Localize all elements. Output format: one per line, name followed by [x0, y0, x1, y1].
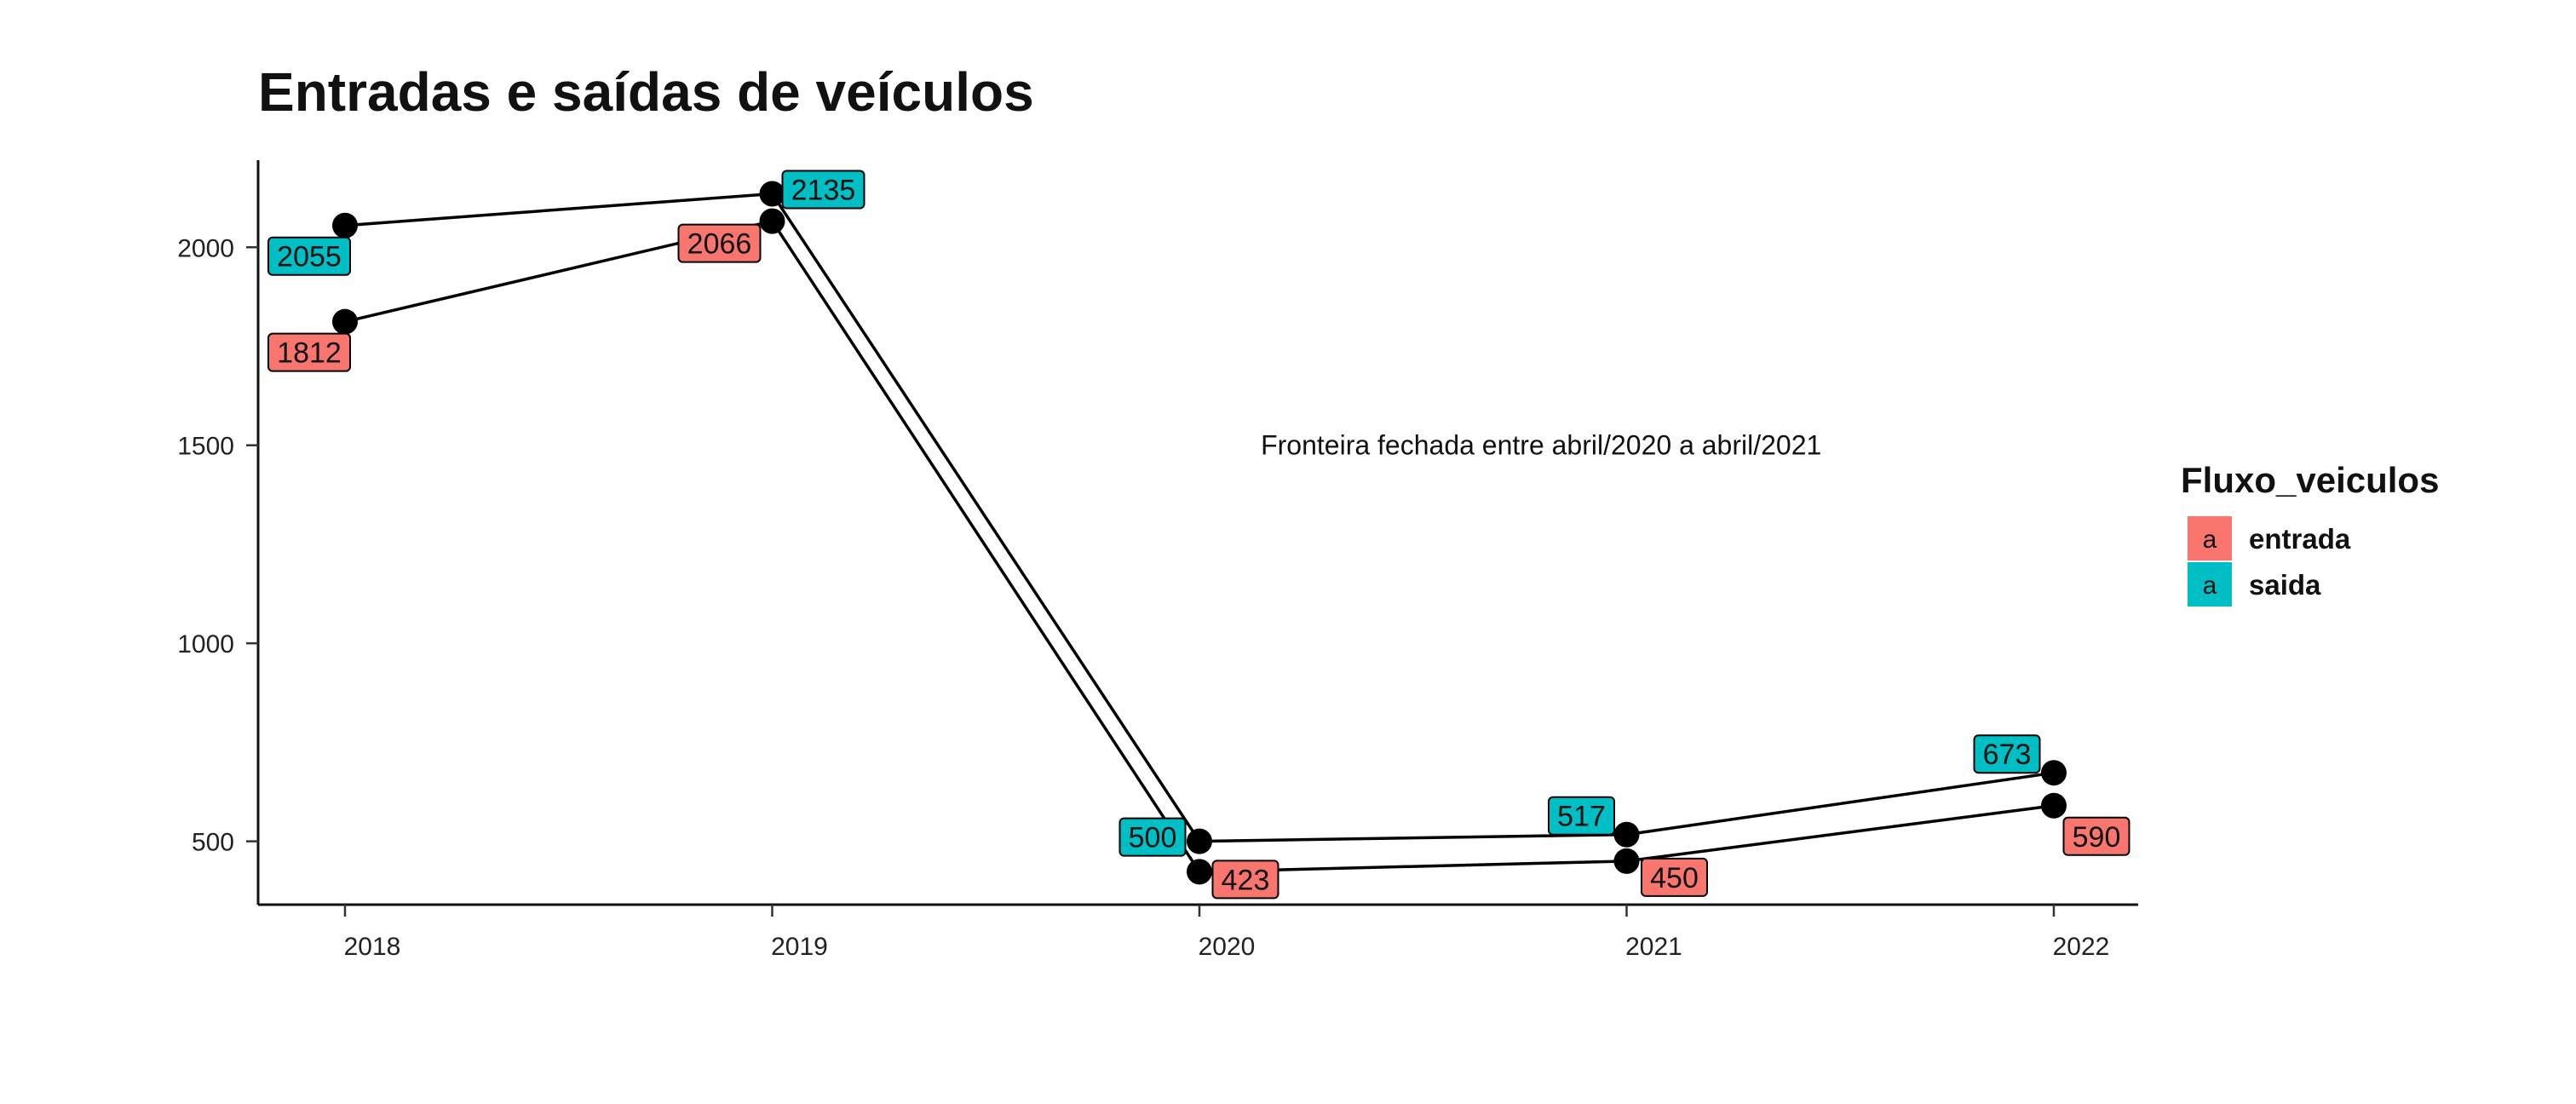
legend-label: entrada: [2249, 523, 2351, 555]
data-point-saida: [1613, 821, 1640, 848]
x-tick-label: 2019: [771, 933, 828, 961]
axes: 500 1000 1500 2000 2018 2019 2020 2021 2022: [177, 160, 2138, 961]
data-label-saida: 517: [1548, 796, 1615, 836]
y-tick-label: 1000: [177, 630, 234, 658]
series-line-entrada: [344, 219, 2055, 874]
data-label-value: 423: [1222, 864, 1270, 896]
data-point-saida: [2041, 760, 2067, 786]
annotation-text: Fronteira fechada entre abril/2020 a abr…: [1261, 430, 1821, 461]
data-label-saida: 500: [1118, 817, 1187, 857]
data-point-saida: [759, 181, 785, 207]
chart-title: Entradas e saídas de veículos: [258, 61, 1034, 123]
y-tick-label: 500: [192, 829, 234, 857]
data-point-entrada: [332, 308, 358, 335]
x-tick-label: 2022: [2053, 933, 2110, 961]
legend-label: saida: [2249, 569, 2321, 601]
data-label-box: [1641, 857, 1708, 897]
x-tick-label: 2021: [1625, 933, 1682, 961]
series-lines: [344, 192, 2055, 874]
data-label-value: 517: [1557, 801, 1606, 833]
data-label-value: 450: [1650, 862, 1699, 894]
data-label-value: 673: [1983, 739, 2032, 771]
legend-key-glyph: a: [2203, 526, 2217, 554]
legend-title: Fluxo_veiculos: [2181, 460, 2439, 500]
data-label-value: 2055: [277, 241, 342, 273]
data-label-box: [1118, 817, 1187, 857]
data-label-entrada: 2066: [677, 223, 762, 263]
data-label-entrada: 423: [1211, 860, 1279, 900]
data-label-entrada: 590: [2062, 816, 2130, 856]
legend-item-saida: a saida: [2188, 562, 2321, 607]
legend-key: [2188, 516, 2232, 561]
data-point-entrada: [1187, 859, 1212, 885]
data-label-value: 2066: [687, 228, 752, 261]
x-tick-label: 2018: [344, 933, 401, 961]
data-label-box: [267, 332, 351, 372]
data-label-box: [2062, 816, 2130, 856]
data-label-saida: 673: [1973, 734, 2041, 774]
data-label-box: [1211, 860, 1279, 900]
x-tick-label: 2020: [1199, 933, 1256, 961]
series-points: [332, 181, 2067, 885]
data-label-box: [1548, 796, 1615, 836]
legend-key: [2188, 562, 2232, 607]
y-tick-label: 2000: [177, 234, 234, 262]
data-label-value: 1812: [277, 337, 342, 370]
data-label-value: 590: [2073, 821, 2121, 854]
legend-key-glyph: a: [2203, 572, 2217, 600]
data-label-box: [781, 170, 865, 210]
data-label-saida: 2055: [267, 236, 351, 276]
data-label-value: 500: [1129, 822, 1177, 854]
legend-item-entrada: a entrada: [2188, 516, 2351, 561]
data-point-saida: [1187, 828, 1212, 854]
series-line-saida: [344, 192, 2055, 843]
legend: Fluxo_veiculos a entrada a saida: [2181, 460, 2439, 607]
data-point-saida: [332, 212, 358, 239]
data-label-box: [267, 236, 351, 276]
data-labels: 1812 2066 423 450 590 2055 2135 500 517 673: [267, 170, 2130, 900]
data-label-box: [1973, 734, 2041, 774]
data-point-entrada: [759, 208, 785, 234]
y-tick-label: 1500: [177, 433, 234, 461]
data-label-saida: 2135: [781, 170, 865, 210]
data-label-value: 2135: [791, 175, 856, 207]
annotations: Fronteira fechada entre abril/2020 a abr…: [1261, 430, 1821, 461]
data-label-entrada: 450: [1641, 857, 1708, 897]
data-label-box: [677, 223, 762, 263]
data-point-entrada: [1613, 848, 1640, 874]
data-label-entrada: 1812: [267, 332, 351, 372]
data-point-entrada: [2041, 792, 2067, 819]
